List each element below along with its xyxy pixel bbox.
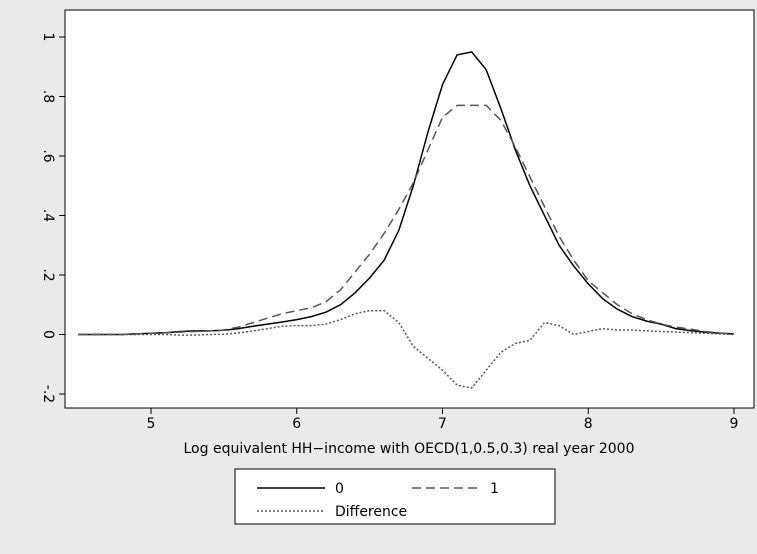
y-tick-label: .6 [40,149,56,162]
plot-area [64,9,755,409]
x-tick-label: 5 [147,416,156,432]
series-line [78,104,735,336]
x-axis-label: Log equivalent HH−income with OECD(1,0.5… [184,441,635,457]
legend-label: 0 [335,481,344,497]
series-line [78,51,735,336]
x-tick-label: 9 [730,416,739,432]
series-line [78,309,735,389]
legend-label: Difference [335,504,407,520]
y-tick-label: .8 [40,90,56,103]
x-tick-label: 8 [584,416,593,432]
legend-label: 1 [490,481,499,497]
x-tick-label: 7 [438,416,447,432]
y-tick-label: 0 [40,330,56,339]
x-tick-label: 6 [292,416,301,432]
y-tick-label: 1 [40,33,56,42]
y-tick-label: .2 [40,268,56,281]
y-tick-label: -.2 [40,385,56,403]
y-tick-label: .4 [40,209,56,222]
legend [234,468,556,525]
